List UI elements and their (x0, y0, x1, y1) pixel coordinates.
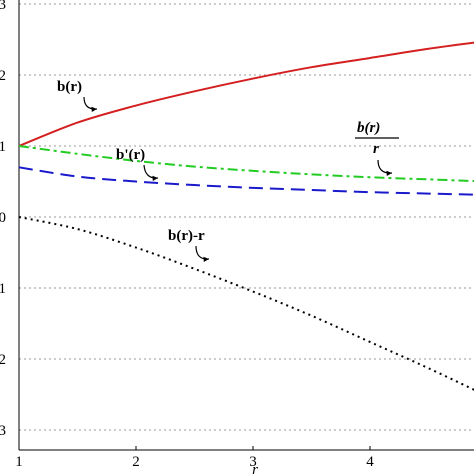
x-tick-label: 3 (249, 454, 257, 470)
annotation-b-r-minus-r-arrow (195, 245, 210, 260)
y-tick-label: 0 (0, 210, 6, 226)
y-tick-label: 2 (0, 352, 6, 368)
annotation-b-r-minus-r: b(r)-r (168, 228, 205, 244)
annotation-b-r-over-r-numerator: b(r) (357, 120, 380, 136)
annotation-b-r: b(r) (57, 79, 82, 95)
y-tick-label: 1 (0, 281, 6, 297)
annotations: b(r) b'(r) b(r) r b(r)-r (57, 79, 399, 263)
annotation-b-prime-r-arrow (143, 164, 159, 179)
annotation-b-r-over-r-arrow (377, 159, 393, 174)
series-line-b-r-over-r (18, 145, 474, 183)
series-line-b-r-minus-r (18, 216, 474, 391)
x-axis-label: r (252, 462, 258, 474)
axes (18, 0, 474, 451)
annotation-b-r-arrowhead (91, 106, 97, 113)
annotation-b-r-arrow (83, 96, 98, 110)
y-tick-label: 2 (0, 68, 6, 84)
x-tick-label: 1 (15, 454, 23, 470)
annotation-b-prime-r: b'(r) (116, 147, 145, 163)
gridlines (19, 3, 474, 431)
annotation-b-r-minus-r-arrowhead (203, 256, 209, 263)
series-line-b-prime-r (18, 166, 474, 196)
y-tick-label: 3 (0, 0, 6, 13)
y-tick-label: 3 (0, 423, 6, 439)
y-tick-label: 1 (0, 139, 6, 155)
annotation-b-r-over-r-denominator: r (373, 141, 379, 157)
series-lines (18, 41, 474, 391)
x-tick-label: 4 (366, 454, 374, 470)
x-tick-label: 2 (132, 454, 140, 470)
annotation-b-r-over-r-arrowhead (386, 170, 392, 176)
annotation-b-prime-r-arrowhead (152, 175, 158, 182)
series-line-b-r (18, 41, 474, 147)
